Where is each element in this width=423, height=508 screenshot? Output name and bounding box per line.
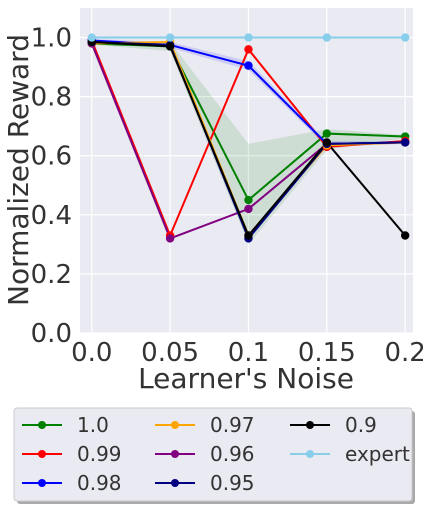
data-point-0.9 — [244, 231, 253, 240]
data-point-1.0 — [322, 129, 332, 138]
legend-item-0.97: 0.97 — [155, 413, 255, 437]
data-point-0.95 — [400, 138, 410, 147]
legend-swatch-marker — [171, 479, 179, 487]
x-tick-label: 0.0 — [71, 338, 112, 368]
data-point-0.9 — [165, 42, 175, 51]
x-tick-label: 0.15 — [298, 338, 356, 368]
y-tick-label: 0.4 — [31, 201, 72, 231]
x-axis-label: Learner's Noise — [138, 362, 354, 395]
legend-item-expert: expert — [290, 442, 410, 466]
data-point-expert — [400, 33, 410, 42]
legend-label: 1.0 — [77, 413, 109, 437]
legend-label: expert — [345, 442, 410, 466]
data-point-0.9 — [400, 231, 410, 240]
x-tick-label: 0.1 — [228, 338, 269, 368]
legend-swatch-marker — [171, 450, 179, 458]
data-point-expert — [244, 33, 253, 42]
y-tick-label: 0.2 — [31, 260, 72, 290]
data-point-0.98 — [244, 61, 253, 70]
data-point-expert — [165, 33, 175, 42]
data-point-expert — [322, 33, 332, 42]
legend-item-1.0: 1.0 — [22, 413, 109, 437]
data-point-0.96 — [244, 204, 253, 214]
legend-items: 1.0 0.99 0.98 0.97 0.96 0.95 0.9 expert — [22, 413, 410, 495]
y-tick-labels: 0.0 0.2 0.4 0.6 0.8 1.0 — [31, 24, 72, 349]
data-point-0.96 — [165, 234, 175, 243]
legend-item-0.9: 0.9 — [290, 413, 377, 437]
legend-item-0.96: 0.96 — [155, 442, 255, 466]
legend-swatch-marker — [306, 450, 314, 458]
legend-swatch-marker — [38, 421, 46, 429]
series-markers — [87, 33, 410, 243]
y-tick-label: 1.0 — [31, 24, 72, 54]
legend-swatch-marker — [306, 421, 314, 429]
data-point-expert — [87, 33, 96, 42]
y-axis-label: Normalized Reward — [2, 34, 35, 306]
legend-swatch-marker — [38, 479, 46, 487]
data-point-0.99 — [244, 45, 253, 54]
legend-box — [13, 407, 413, 502]
legend-swatch-marker — [38, 450, 46, 458]
legend-label: 0.99 — [77, 442, 122, 466]
legend-label: 0.97 — [210, 413, 255, 437]
legend-item-0.99: 0.99 — [22, 442, 122, 466]
legend-label: 0.9 — [345, 413, 377, 437]
y-tick-label: 0.6 — [31, 142, 72, 172]
y-tick-label: 0.8 — [31, 83, 72, 113]
y-tick-label: 0.0 — [31, 319, 72, 349]
legend: 1.0 0.99 0.98 0.97 0.96 0.95 0.9 expert — [13, 407, 415, 504]
legend-label: 0.96 — [210, 442, 255, 466]
legend-item-0.98: 0.98 — [22, 471, 122, 495]
data-point-0.9 — [322, 138, 332, 147]
legend-swatch-marker — [171, 421, 179, 429]
data-point-1.0 — [244, 195, 253, 205]
legend-item-0.95: 0.95 — [155, 471, 255, 495]
x-tick-label: 0.2 — [384, 338, 423, 368]
legend-label: 0.95 — [210, 471, 255, 495]
x-tick-label: 0.05 — [141, 338, 199, 368]
x-tick-labels: 0.0 0.05 0.1 0.15 0.2 — [71, 338, 423, 368]
legend-label: 0.98 — [77, 471, 122, 495]
